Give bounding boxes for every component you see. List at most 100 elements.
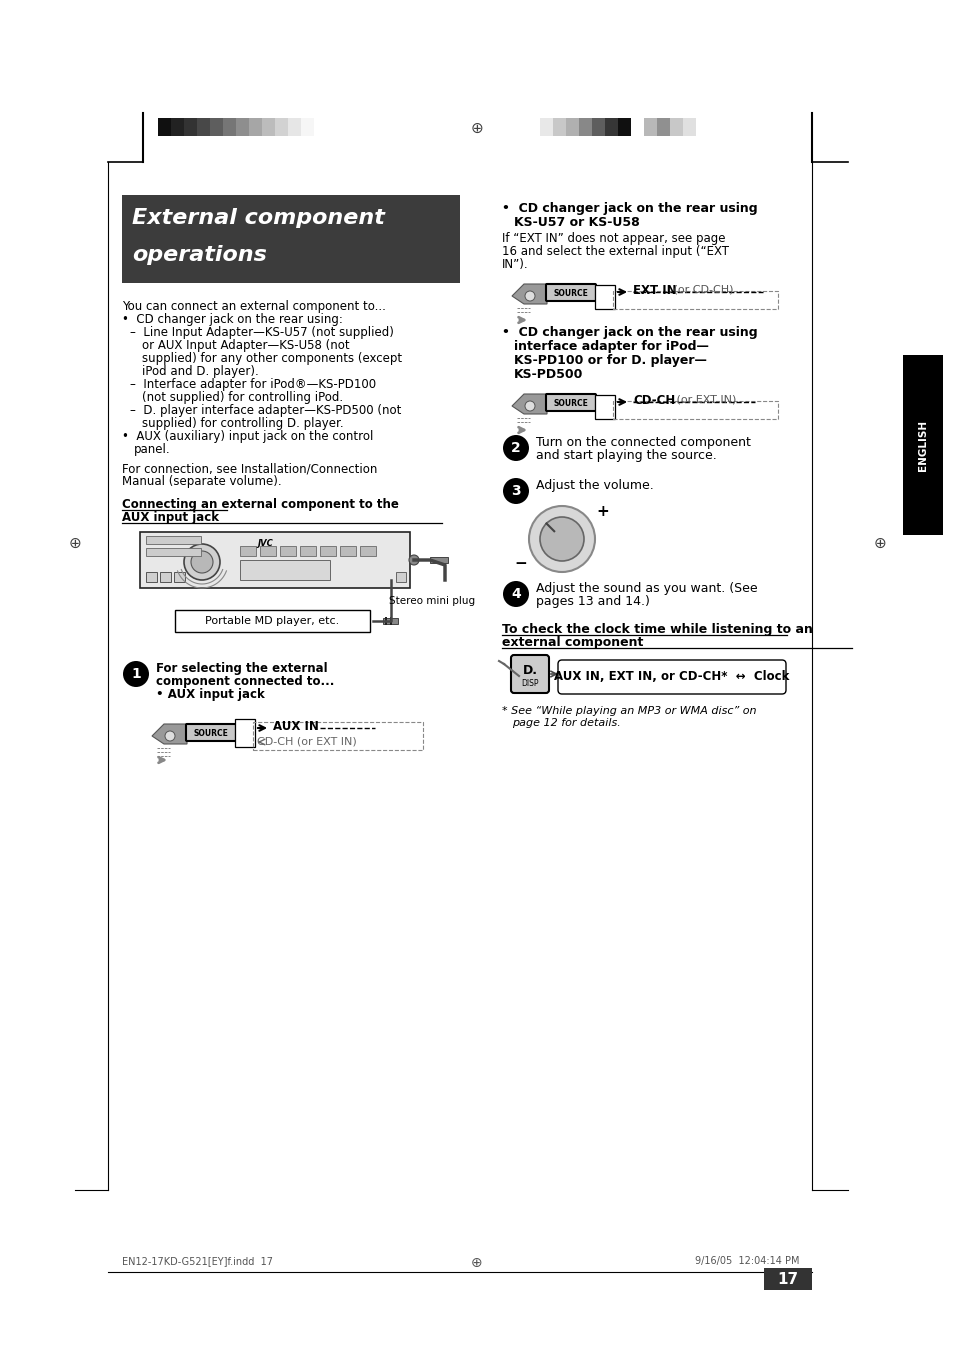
- Circle shape: [502, 435, 529, 461]
- Bar: [301, 118, 314, 136]
- Text: AUX IN, EXT IN, or CD-CH*  ↔  Clock: AUX IN, EXT IN, or CD-CH* ↔ Clock: [554, 670, 789, 684]
- Bar: [565, 118, 578, 136]
- Text: panel.: panel.: [133, 443, 171, 457]
- Bar: [240, 561, 330, 580]
- Text: External component: External component: [132, 208, 384, 228]
- Circle shape: [524, 290, 535, 301]
- Text: operations: operations: [132, 245, 267, 265]
- FancyBboxPatch shape: [140, 532, 410, 588]
- Text: EXT IN: EXT IN: [633, 284, 676, 296]
- Bar: [643, 118, 657, 136]
- Bar: [339, 546, 355, 557]
- Bar: [314, 118, 327, 136]
- Bar: [262, 118, 274, 136]
- Text: Manual (separate volume).: Manual (separate volume).: [122, 476, 281, 488]
- Text: For selecting the external: For selecting the external: [156, 662, 327, 676]
- Text: external component: external component: [501, 636, 642, 648]
- Text: pages 13 and 14.): pages 13 and 14.): [536, 594, 649, 608]
- Bar: [319, 546, 335, 557]
- Text: ⊕: ⊕: [471, 1256, 482, 1270]
- Circle shape: [529, 507, 595, 571]
- Bar: [235, 118, 249, 136]
- Text: –  Interface adapter for iPod®—KS-PD100: – Interface adapter for iPod®—KS-PD100: [130, 378, 375, 390]
- Text: SOURCE: SOURCE: [553, 399, 588, 408]
- Bar: [382, 617, 397, 624]
- Text: Stereo mini plug: Stereo mini plug: [389, 596, 475, 607]
- FancyBboxPatch shape: [146, 571, 157, 582]
- Text: •  CD changer jack on the rear using: • CD changer jack on the rear using: [501, 326, 757, 339]
- Text: • AUX input jack: • AUX input jack: [156, 688, 265, 701]
- Bar: [210, 118, 223, 136]
- Text: (not supplied) for controlling iPod.: (not supplied) for controlling iPod.: [142, 390, 343, 404]
- FancyBboxPatch shape: [558, 661, 785, 694]
- Bar: [395, 571, 406, 582]
- Bar: [430, 557, 448, 563]
- Polygon shape: [512, 284, 546, 304]
- Text: –  Line Input Adapter—KS-U57 (not supplied): – Line Input Adapter—KS-U57 (not supplie…: [130, 326, 394, 339]
- Bar: [595, 285, 615, 309]
- Text: Adjust the sound as you want. (See: Adjust the sound as you want. (See: [536, 582, 757, 594]
- Bar: [578, 118, 592, 136]
- Bar: [630, 118, 643, 136]
- Text: •  AUX (auxiliary) input jack on the control: • AUX (auxiliary) input jack on the cont…: [122, 430, 373, 443]
- Bar: [174, 611, 370, 632]
- Bar: [260, 546, 275, 557]
- FancyBboxPatch shape: [545, 284, 596, 301]
- Text: ENGLISH: ENGLISH: [917, 419, 927, 470]
- Bar: [613, 401, 778, 419]
- Text: 9/16/05  12:04:14 PM: 9/16/05 12:04:14 PM: [695, 1256, 800, 1266]
- Text: ⊕: ⊕: [470, 120, 483, 135]
- FancyBboxPatch shape: [511, 655, 548, 693]
- Bar: [146, 536, 201, 544]
- Text: or AUX Input Adapter—KS-U58 (not: or AUX Input Adapter—KS-U58 (not: [142, 339, 349, 353]
- Bar: [234, 719, 254, 747]
- Text: –  D. player interface adapter—KS-PD500 (not: – D. player interface adapter—KS-PD500 (…: [130, 404, 401, 417]
- Bar: [171, 118, 184, 136]
- Text: To check the clock time while listening to an: To check the clock time while listening …: [501, 623, 812, 636]
- Text: You can connect an external component to...: You can connect an external component to…: [122, 300, 385, 313]
- Text: 1: 1: [131, 667, 141, 681]
- Bar: [240, 546, 255, 557]
- Bar: [763, 1269, 811, 1290]
- FancyBboxPatch shape: [173, 571, 185, 582]
- Bar: [385, 617, 387, 626]
- Text: supplied) for controlling D. player.: supplied) for controlling D. player.: [142, 417, 343, 430]
- Bar: [299, 546, 315, 557]
- Bar: [595, 394, 615, 419]
- Text: 2: 2: [511, 440, 520, 455]
- Bar: [604, 118, 618, 136]
- Text: * See “While playing an MP3 or WMA disc” on: * See “While playing an MP3 or WMA disc”…: [501, 707, 756, 716]
- Text: interface adapter for iPod—: interface adapter for iPod—: [514, 340, 708, 353]
- Bar: [288, 118, 301, 136]
- Text: KS-PD500: KS-PD500: [514, 367, 583, 381]
- Circle shape: [502, 581, 529, 607]
- Circle shape: [191, 551, 213, 573]
- Bar: [592, 118, 604, 136]
- Polygon shape: [512, 394, 546, 413]
- FancyBboxPatch shape: [160, 571, 171, 582]
- Circle shape: [524, 401, 535, 411]
- Polygon shape: [152, 724, 187, 744]
- Bar: [553, 118, 565, 136]
- Text: 4: 4: [511, 586, 520, 601]
- Text: page 12 for details.: page 12 for details.: [512, 717, 620, 728]
- Text: EN12-17KD-G521[EY]f.indd  17: EN12-17KD-G521[EY]f.indd 17: [122, 1256, 273, 1266]
- Bar: [390, 617, 392, 626]
- Bar: [539, 118, 553, 136]
- Text: 17: 17: [777, 1271, 798, 1286]
- Text: iPod and D. player).: iPod and D. player).: [142, 365, 258, 378]
- Circle shape: [165, 731, 174, 740]
- Text: supplied) for any other components (except: supplied) for any other components (exce…: [142, 353, 402, 365]
- Bar: [122, 195, 459, 282]
- Bar: [359, 546, 375, 557]
- Bar: [902, 355, 942, 535]
- Text: AUX IN: AUX IN: [273, 720, 318, 732]
- Text: (or EXT IN): (or EXT IN): [672, 394, 736, 405]
- Text: −: −: [514, 557, 527, 571]
- Text: Connecting an external component to the: Connecting an external component to the: [122, 499, 398, 511]
- Text: and start playing the source.: and start playing the source.: [536, 449, 716, 462]
- Text: DISP: DISP: [520, 678, 538, 688]
- Circle shape: [539, 517, 583, 561]
- Text: For connection, see Installation/Connection: For connection, see Installation/Connect…: [122, 462, 377, 476]
- Text: (or CD-CH): (or CD-CH): [669, 285, 733, 295]
